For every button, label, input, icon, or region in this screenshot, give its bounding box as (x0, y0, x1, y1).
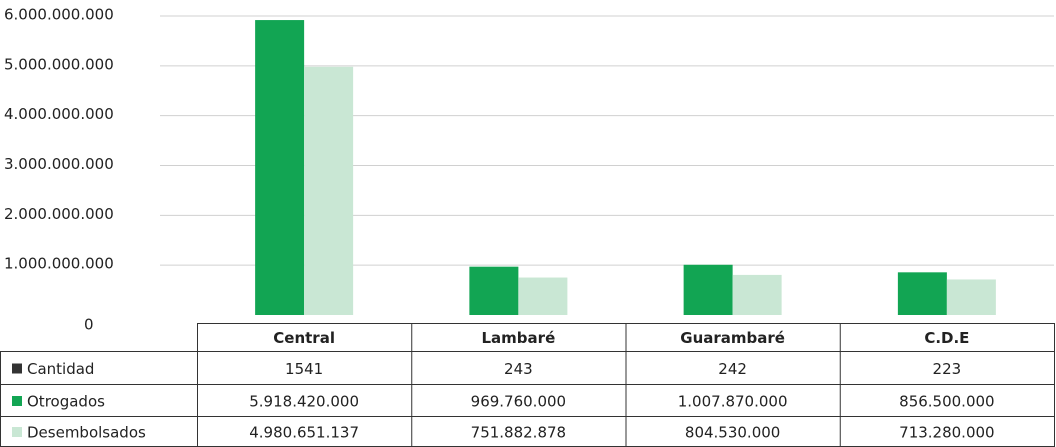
bar (518, 277, 568, 315)
legend-swatch (12, 396, 22, 406)
bar (683, 264, 733, 315)
bar (469, 266, 519, 315)
x-tick-label: Central (273, 329, 335, 347)
y-tick-label: 1.000.000.000 (4, 255, 114, 273)
bar (897, 272, 947, 315)
data-label: 223 (933, 360, 962, 378)
data-label: 1.007.870.000 (678, 393, 788, 411)
y-tick-label: 0 (84, 316, 94, 334)
bar (946, 279, 996, 315)
x-tick-label: C.D.E (924, 329, 969, 347)
data-label: 804.530.000 (685, 424, 780, 442)
legend-label: Desembolsados (27, 424, 146, 442)
data-label: 856.500.000 (899, 393, 994, 411)
x-tick-label: Lambaré (482, 329, 556, 347)
legend-label: Otrogados (27, 393, 105, 411)
y-tick-label: 2.000.000.000 (4, 205, 114, 223)
legend-label: Cantidad (27, 360, 94, 378)
data-label: 243 (504, 360, 533, 378)
data-label: 969.760.000 (471, 393, 566, 411)
data-label: 4.980.651.137 (249, 424, 359, 442)
legend-swatch (12, 427, 22, 437)
bar (732, 274, 782, 315)
y-tick-label: 4.000.000.000 (4, 105, 114, 123)
data-label: 1541 (285, 360, 323, 378)
x-tick-label: Guarambaré (680, 329, 785, 347)
data-label: 5.918.420.000 (249, 393, 359, 411)
bar (304, 66, 354, 316)
y-tick-label: 6.000.000.000 (4, 6, 114, 24)
bar (255, 20, 305, 316)
data-label: 242 (718, 360, 747, 378)
y-tick-label: 3.000.000.000 (4, 155, 114, 173)
data-label: 713.280.000 (899, 424, 994, 442)
y-tick-label: 5.000.000.000 (4, 55, 114, 73)
legend-swatch (12, 363, 22, 374)
data-label: 751.882.878 (471, 424, 566, 442)
